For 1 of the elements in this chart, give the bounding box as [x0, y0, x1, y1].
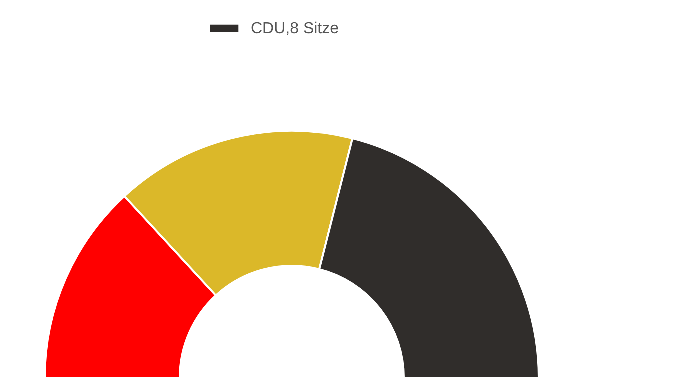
legend-label: CDU,8 Sitze: [251, 20, 340, 38]
